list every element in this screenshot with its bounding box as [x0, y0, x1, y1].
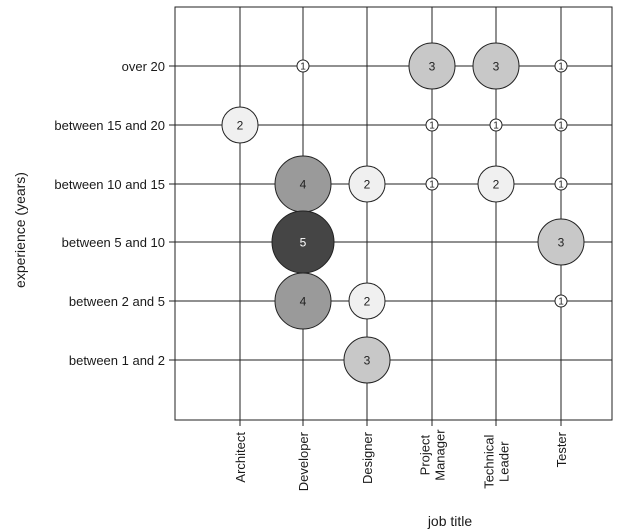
x-tick-line: Leader — [497, 441, 512, 482]
bubble-technical-leader-over-20: 3 — [472, 42, 520, 90]
bubble-value-label: 1 — [429, 121, 435, 132]
bubble-tester-between-2-and-5: 1 — [554, 294, 568, 308]
bubble-circle — [221, 106, 259, 144]
bubble-value-label: 1 — [558, 180, 564, 191]
y-axis-label: experience (years) — [12, 172, 28, 288]
x-tick-developer: Developer — [296, 431, 311, 491]
bubble-tester-over-20: 1 — [554, 59, 568, 73]
bubble-project-manager-between-10-and-15: 1 — [425, 177, 439, 191]
x-tick-line: Tester — [554, 431, 569, 467]
bubble-circle — [537, 218, 585, 266]
x-tick-tester: Tester — [554, 431, 569, 467]
bubble-value-label: 3 — [558, 236, 565, 250]
bubble-designer-between-1-and-2: 3 — [343, 336, 391, 384]
x-tick-project-manager: Project Manager — [418, 429, 448, 481]
x-tick-line: Technical — [482, 434, 497, 488]
y-tick-between-1-and-2: between 1 and 2 — [69, 353, 165, 368]
bubble-value-label: 2 — [364, 178, 371, 192]
bubble-circle — [477, 165, 515, 203]
bubble-value-label: 2 — [237, 119, 244, 133]
bubble-value-label: 3 — [364, 354, 371, 368]
x-axis-label: job title — [427, 513, 473, 529]
bubble-architect-between-15-and-20: 2 — [221, 106, 259, 144]
bubble-value-label: 2 — [493, 178, 500, 192]
bubble-circle — [554, 177, 568, 191]
bubble-developer-between-5-and-10: 5 — [271, 210, 335, 274]
y-tick-labels: over 20 between 15 and 20 between 10 and 1… — [54, 59, 165, 368]
bubble-value-label: 1 — [429, 180, 435, 191]
bubble-circle — [489, 118, 503, 132]
bubble-circle — [472, 42, 520, 90]
bubble-value-label: 1 — [493, 121, 499, 132]
grid-layer — [169, 7, 612, 426]
x-tick-architect: Architect — [233, 432, 248, 483]
bubble-value-label: 1 — [558, 62, 564, 73]
bubble-value-label: 1 — [558, 121, 564, 132]
bubble-circle — [296, 59, 310, 73]
plot-frame — [174, 6, 613, 421]
bubble-layer: 1 3 3 1 2 1 1 1 4 2 1 2 1 5 3 4 2 1 3 — [221, 42, 585, 384]
bubble-developer-between-10-and-15: 4 — [274, 155, 332, 213]
x-tick-line: Designer — [360, 431, 375, 484]
y-tick-over-20: over 20 — [122, 59, 165, 74]
bubble-circle — [408, 42, 456, 90]
bubble-value-label: 4 — [300, 295, 307, 309]
bubble-circle — [348, 282, 386, 320]
x-tick-line: Architect — [233, 432, 248, 483]
bubble-technical-leader-between-15-and-20: 1 — [489, 118, 503, 132]
bubble-value-label: 3 — [429, 60, 436, 74]
bubble-value-label: 5 — [300, 236, 307, 250]
bubble-value-label: 1 — [300, 62, 306, 73]
bubble-designer-between-2-and-5: 2 — [348, 282, 386, 320]
bubble-project-manager-between-15-and-20: 1 — [425, 118, 439, 132]
bubble-circle — [274, 272, 332, 330]
bubble-circle — [554, 59, 568, 73]
x-tick-labels: Architect Developer Designer Project Manager… — [233, 429, 569, 491]
bubble-tester-between-10-and-15: 1 — [554, 177, 568, 191]
bubble-circle — [425, 177, 439, 191]
bubble-value-label: 1 — [558, 297, 564, 308]
y-tick-between-10-and-15: between 10 and 15 — [54, 177, 165, 192]
x-tick-technical-leader: Technical Leader — [482, 434, 512, 488]
bubble-project-manager-over-20: 3 — [408, 42, 456, 90]
y-tick-between-15-and-20: between 15 and 20 — [54, 118, 165, 133]
bubble-circle — [554, 294, 568, 308]
bubble-technical-leader-between-10-and-15: 2 — [477, 165, 515, 203]
y-tick-between-5-and-10: between 5 and 10 — [62, 235, 165, 250]
bubble-circle — [343, 336, 391, 384]
bubble-developer-over-20: 1 — [296, 59, 310, 73]
bubble-value-label: 4 — [300, 178, 307, 192]
bubble-circle — [554, 118, 568, 132]
x-tick-line: Developer — [296, 431, 311, 491]
bubble-circle — [425, 118, 439, 132]
x-tick-designer: Designer — [360, 431, 375, 484]
y-tick-between-2-and-5: between 2 and 5 — [69, 294, 165, 309]
x-tick-line: Project — [418, 434, 433, 475]
bubble-value-label: 2 — [364, 295, 371, 309]
bubble-designer-between-10-and-15: 2 — [348, 165, 386, 203]
bubble-circle — [348, 165, 386, 203]
bubble-value-label: 3 — [493, 60, 500, 74]
bubble-tester-between-15-and-20: 1 — [554, 118, 568, 132]
bubble-tester-between-5-and-10: 3 — [537, 218, 585, 266]
bubble-developer-between-2-and-5: 4 — [274, 272, 332, 330]
x-tick-line: Manager — [433, 429, 448, 481]
